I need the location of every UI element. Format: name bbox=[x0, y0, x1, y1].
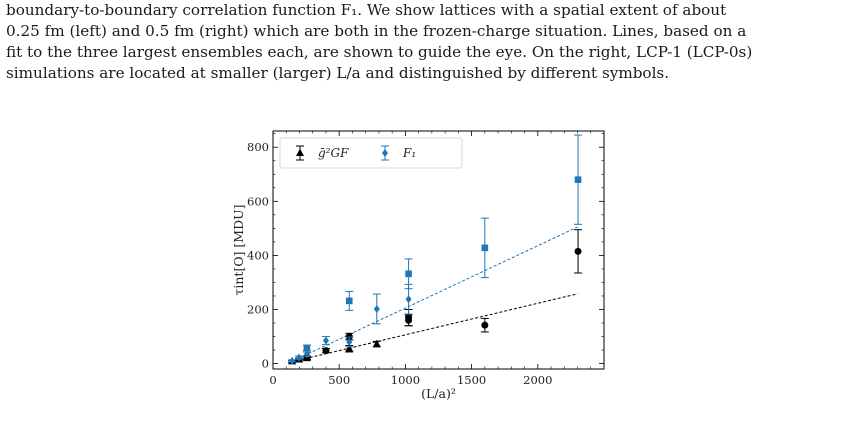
legend-label: F₁ bbox=[402, 146, 416, 160]
y-tick-label: 0 bbox=[262, 357, 269, 371]
data-point bbox=[404, 258, 413, 290]
diamond-marker bbox=[346, 337, 353, 346]
chart-axes: 0 500 1000 1500 2000 0 200 400 600 800 (L/a)² τint[… bbox=[231, 130, 605, 401]
caption-text: boundary-to-boundary correlation functio… bbox=[6, 0, 856, 84]
diamond-marker bbox=[295, 353, 302, 362]
caption-line-3: fit to the three largest ensembles each,… bbox=[6, 43, 753, 61]
y-axis-label: τint[O] [MDU] bbox=[231, 204, 246, 295]
data-point bbox=[574, 134, 583, 225]
data-point bbox=[480, 317, 489, 333]
caption-line-1: boundary-to-boundary correlation functio… bbox=[6, 1, 727, 19]
diamond-marker bbox=[289, 356, 296, 365]
data-point bbox=[321, 336, 330, 346]
square-marker bbox=[574, 176, 582, 183]
y-tick-label: 600 bbox=[247, 194, 269, 208]
fit-line bbox=[289, 226, 578, 363]
data-point bbox=[372, 339, 381, 348]
data-point bbox=[321, 347, 330, 355]
square-marker bbox=[481, 244, 489, 252]
circle-marker bbox=[345, 333, 353, 341]
data-point bbox=[372, 293, 381, 325]
x-tick-label: 500 bbox=[328, 373, 350, 387]
fit-lines bbox=[289, 226, 578, 363]
triangle-marker bbox=[345, 344, 354, 352]
triangle-marker bbox=[372, 339, 381, 348]
data-point bbox=[345, 290, 354, 311]
data-point bbox=[574, 229, 583, 274]
y-tick-label: 400 bbox=[247, 248, 269, 262]
x-tick-label: 0 bbox=[269, 373, 276, 387]
x-tick-label: 2000 bbox=[523, 373, 552, 387]
caption-line-2: 0.25 fm (left) and 0.5 fm (right) which … bbox=[6, 22, 747, 40]
circle-marker bbox=[481, 321, 489, 329]
circle-marker bbox=[322, 347, 330, 355]
data-points bbox=[288, 134, 583, 365]
plot-frame bbox=[272, 130, 605, 370]
caption-line-4: simulations are located at smaller (larg… bbox=[6, 64, 670, 82]
y-tick-label: 800 bbox=[247, 140, 269, 154]
circle-marker bbox=[405, 316, 413, 324]
x-tick-label: 1500 bbox=[457, 373, 486, 387]
data-point bbox=[302, 350, 311, 359]
data-point bbox=[302, 344, 311, 352]
data-point bbox=[404, 314, 413, 327]
circle-marker bbox=[574, 247, 582, 255]
chart-legend: ḡ²GF F₁ bbox=[279, 137, 463, 169]
square-marker bbox=[303, 344, 311, 352]
legend-label: ḡ²GF bbox=[318, 146, 349, 160]
diamond-marker bbox=[322, 336, 329, 345]
fit-line bbox=[290, 293, 578, 363]
legend-box bbox=[279, 137, 463, 169]
data-point bbox=[294, 353, 303, 362]
square-marker bbox=[405, 270, 412, 278]
data-point bbox=[288, 356, 297, 365]
data-point bbox=[404, 283, 413, 315]
x-axis-label: (L/a)² bbox=[421, 386, 456, 401]
diamond-marker bbox=[303, 350, 310, 359]
x-tick-label: 1000 bbox=[391, 373, 420, 387]
data-point bbox=[480, 217, 489, 279]
diamond-marker bbox=[373, 304, 380, 313]
data-point bbox=[345, 336, 354, 348]
square-marker bbox=[345, 297, 353, 305]
diamond-marker bbox=[382, 149, 388, 157]
triangle-marker bbox=[296, 148, 304, 156]
y-tick-label: 200 bbox=[247, 303, 269, 317]
diamond-marker bbox=[405, 295, 412, 304]
